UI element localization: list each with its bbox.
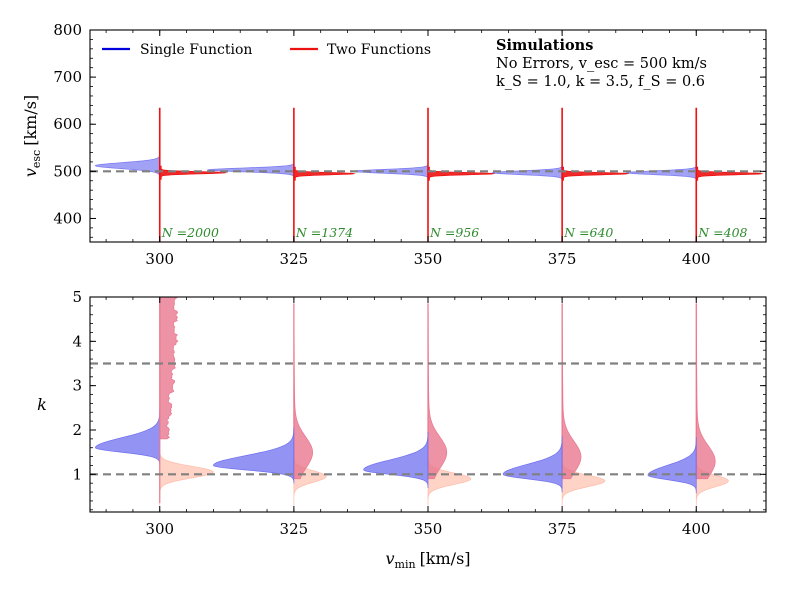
single-violin-bottom [502,436,563,493]
two-k-violin [427,303,448,480]
top-xtick-label: 375 [548,250,577,268]
single-violin-bottom [213,427,295,484]
two-k-violin [695,303,716,480]
top-ylabel: vesc[km/s] [21,95,43,177]
bot-ytick-label: 4 [72,332,82,350]
two-violin-top [159,165,227,180]
two-k-violin [293,303,313,480]
bot-xtick-label: 400 [682,520,711,538]
two-k-violin [561,303,582,480]
bot-xtick-label: 350 [414,520,443,538]
bot-ytick-label: 2 [72,421,82,439]
top-plot-area: N =2000 N =1374 N =956 N =640 N =408 [90,107,766,242]
top-xtick-label: 400 [682,250,711,268]
top-ticks: 300 325 350 375 400 400 500 600 700 800 [53,21,766,268]
annotation-line-2: k_S = 1.0, k = 3.5, f_S = 0.6 [496,74,705,90]
top-xtick-label: 325 [280,250,309,268]
top-ytick-label: 800 [53,21,82,39]
two-ks-violin [159,429,214,506]
bot-ytick-label: 5 [72,288,82,306]
top-ytick-label: 500 [53,162,82,180]
bottom-ticks: 300 325 350 375 400 1 2 3 4 5 [72,288,766,538]
annotation-title: Simulations [496,37,593,54]
bottom-ylabel: k [37,395,47,414]
sample-count: N =1374 [295,225,353,240]
two-violin-top [293,166,356,181]
single-violin-bottom [647,437,697,494]
bot-xtick-label: 300 [145,520,174,538]
sample-count: N =640 [563,225,613,240]
two-violin-top [561,166,630,181]
annotation-line-1: No Errors, v_esc = 500 km/s [496,56,707,72]
legend: Single Function Two Functions [102,42,431,58]
single-violin-top [206,156,295,183]
top-ytick-label: 600 [53,115,82,133]
bot-xtick-label: 325 [280,520,309,538]
bot-ytick-label: 3 [72,377,82,395]
sample-count: N =2000 [161,225,219,240]
sample-count: N =956 [429,225,479,240]
bottom-panel: 300 325 350 375 400 1 2 3 4 5 k vmin [km/s] [37,288,767,571]
two-violin-top [695,166,764,181]
bottom-plot-area [90,296,766,506]
sample-count: N =408 [697,225,747,240]
legend-single-label: Single Function [140,42,252,58]
top-ytick-label: 700 [53,68,82,86]
two-violin-top [427,166,496,181]
two-k-violin [159,296,179,440]
top-ytick-label: 400 [53,209,82,227]
bot-ytick-label: 1 [72,465,82,483]
single-violin-top [491,159,563,187]
single-violin-top [625,159,697,187]
top-xtick-label: 300 [145,250,174,268]
single-violin-bottom [94,409,161,466]
bottom-xlabel: vmin [km/s] [385,549,470,571]
bot-xtick-label: 375 [548,520,577,538]
top-panel: N =2000 N =1374 N =956 N =640 N =408 300 325 3… [21,21,767,268]
top-xtick-label: 350 [414,250,443,268]
simulation-annotation: Simulations No Errors, v_esc = 500 km/s … [496,37,707,90]
single-violin-top [94,145,161,187]
single-violin-bottom [363,431,429,488]
legend-two-label: Two Functions [327,42,431,58]
